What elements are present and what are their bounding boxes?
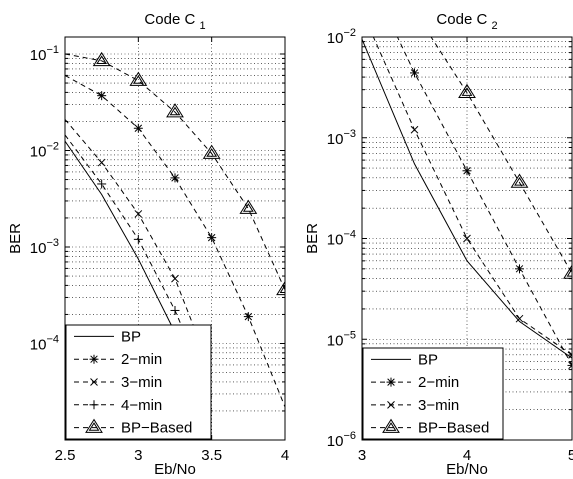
chart-title: Code C 2 — [436, 11, 497, 32]
y-tick-label: 10−3 — [327, 128, 356, 148]
data-point — [515, 264, 524, 274]
y-tick-label: 10−2 — [30, 140, 59, 160]
series-line-3 — [430, 37, 572, 274]
legend-marker — [85, 418, 103, 433]
data-point — [458, 83, 476, 98]
legend-marker — [89, 400, 99, 410]
grid — [65, 37, 285, 440]
data-point — [563, 264, 572, 279]
data-point — [129, 71, 148, 86]
y-tick-label: 10−5 — [327, 329, 356, 349]
y-tick-label: 10−6 — [327, 430, 356, 450]
legend: BP 2−min 3−min 4−min BP−Based — [65, 324, 212, 440]
y-tick-label: 10−3 — [30, 237, 59, 257]
panel-2: 3 4 5 10−6 10−5 10−4 10−3 10−2 Code C 2 Eb/No BER B… — [304, 11, 573, 478]
y-tick-label: 10−4 — [327, 229, 356, 249]
legend-marker — [387, 401, 395, 409]
data-point — [133, 234, 143, 244]
data-point — [463, 234, 471, 243]
data-point — [202, 144, 221, 159]
x-tick-label: 3.5 — [201, 447, 222, 464]
data-point — [97, 91, 107, 101]
data-point — [170, 173, 180, 183]
y-tick-label: 10−1 — [30, 44, 59, 64]
data-point — [276, 280, 285, 296]
data-point — [568, 351, 572, 359]
x-tick-label: 4 — [463, 447, 471, 464]
series-line-1 — [396, 37, 572, 366]
legend-label: 4−min — [121, 397, 162, 414]
x-tick-label: 4 — [281, 447, 289, 464]
data-point — [410, 125, 419, 134]
data-point — [410, 68, 419, 78]
legend-label: BP−Based — [121, 420, 192, 437]
legend-box — [65, 324, 212, 440]
x-axis-label: Eb/No — [154, 461, 196, 478]
data-point — [207, 233, 217, 243]
y-tick-label: 10−4 — [30, 333, 59, 353]
x-tick-label: 3 — [134, 447, 142, 464]
data-point — [92, 51, 111, 67]
series-line-0 — [362, 39, 572, 359]
legend-box — [362, 347, 504, 440]
data-point — [243, 312, 253, 322]
y-tick-label: 10−2 — [327, 27, 356, 47]
legend-label: BP−Based — [418, 420, 489, 437]
data-point — [239, 199, 258, 214]
x-tick-label: 5 — [568, 447, 573, 464]
x-tick-label: 2.5 — [55, 447, 76, 464]
data-point — [133, 123, 143, 133]
legend-marker — [90, 378, 98, 386]
panel-1: 2.5 3 3.5 4 10−4 10−3 10−2 10−1 Code C 1 Eb/No BER… — [7, 11, 289, 478]
data-point — [97, 158, 106, 167]
legend-label: BP — [121, 328, 141, 345]
data-point — [510, 173, 529, 188]
legend-label: 2−min — [121, 351, 162, 368]
x-tick-label: 3 — [358, 447, 366, 464]
data-point — [170, 305, 180, 315]
legend: BP 2−min 3−min BP−Based — [362, 347, 504, 440]
y-axis-label: BER — [304, 223, 321, 254]
data-point — [567, 360, 572, 370]
legend-label: 3−min — [121, 374, 162, 391]
y-axis-label: BER — [7, 223, 24, 254]
chart-title: Code C 1 — [144, 11, 205, 32]
legend-label: BP — [418, 351, 438, 368]
series-group — [362, 37, 572, 370]
data-point — [515, 314, 524, 323]
data-point — [166, 103, 184, 118]
data-point — [97, 179, 107, 189]
axes-frame — [64, 36, 286, 441]
legend-marker — [386, 377, 396, 387]
x-axis-label: Eb/No — [446, 461, 488, 478]
data-point — [134, 210, 143, 218]
data-point — [462, 166, 472, 176]
legend-marker — [382, 418, 400, 433]
data-point — [171, 274, 179, 283]
legend-marker — [89, 354, 99, 364]
legend-label: 3−min — [418, 397, 459, 414]
legend-label: 2−min — [418, 374, 459, 391]
series-line-4 — [65, 53, 285, 291]
